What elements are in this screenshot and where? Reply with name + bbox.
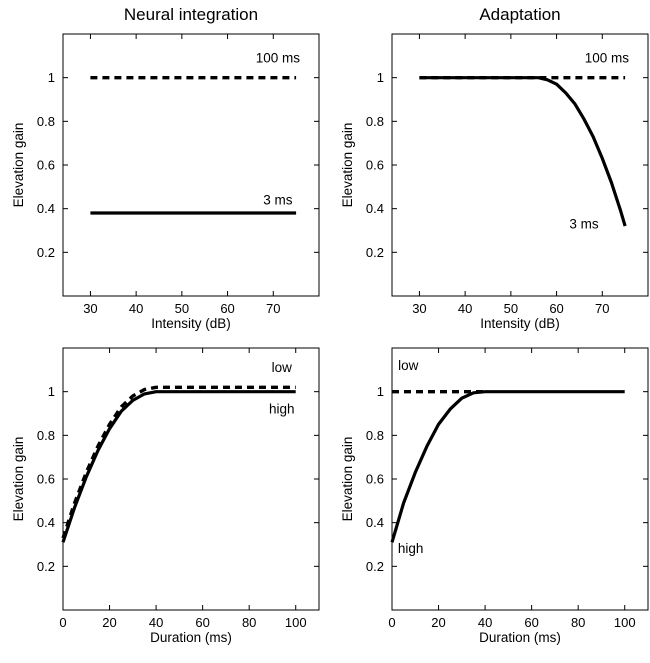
- y-tick-label: 0.4: [37, 515, 55, 530]
- y-tick-label: 0.6: [366, 158, 384, 173]
- x-tick-label: 60: [220, 301, 234, 316]
- y-tick-label: 0.8: [366, 114, 384, 129]
- series-annotation: low: [398, 358, 419, 373]
- series-annotation: 100 ms: [256, 50, 301, 65]
- series-annotation: 3 ms: [569, 216, 599, 231]
- chart-panel-1: Neural integration 30 40 50 60 70 0.2 0.4 0.6 0.8…: [11, 5, 320, 331]
- y-tick-label: 0.8: [366, 428, 384, 443]
- x-tick-label: 40: [129, 301, 143, 316]
- x-tick-label: 80: [571, 615, 585, 630]
- plot-frame: [62, 33, 320, 297]
- x-tick-label: 40: [458, 301, 472, 316]
- y-tick-label: 1: [48, 384, 55, 399]
- x-tick-label: 50: [504, 301, 518, 316]
- x-tick-label: 50: [175, 301, 189, 316]
- plot-frame: [391, 33, 649, 297]
- plot-frame: [391, 347, 649, 611]
- chart-panel-2: Adaptation 30 40 50 60 70 0.2 0.4 0.6 0.8 1 Intensi…: [340, 5, 649, 331]
- x-tick-label: 80: [242, 615, 256, 630]
- x-tick-label: 60: [549, 301, 563, 316]
- x-tick-label: 40: [149, 615, 163, 630]
- x-tick-label: 30: [412, 301, 426, 316]
- series-line-high: [390, 390, 625, 543]
- series-line-low: [61, 385, 296, 539]
- y-axis-label: Elevation gain: [340, 123, 355, 208]
- x-axis-label: Duration (ms): [150, 630, 232, 645]
- y-tick-label: 0.8: [37, 114, 55, 129]
- x-tick-label: 40: [478, 615, 492, 630]
- x-axis-label: Intensity (dB): [480, 316, 560, 331]
- y-tick-label: 0.6: [37, 158, 55, 173]
- x-tick-label: 100: [614, 615, 636, 630]
- x-tick-label: 20: [102, 615, 116, 630]
- y-tick-label: 0.2: [366, 245, 384, 260]
- chart-panel-4: 0 20 40 60 80 100 0.2 0.4 0.6 0.8 1 Duration (ms) El…: [340, 347, 649, 645]
- y-tick-label: 0.6: [37, 472, 55, 487]
- y-axis-label: Elevation gain: [11, 437, 26, 522]
- x-tick-label: 60: [195, 615, 209, 630]
- y-tick-label: 0.8: [37, 428, 55, 443]
- x-tick-label: 100: [285, 615, 307, 630]
- x-tick-label: 30: [83, 301, 97, 316]
- chart-title: Adaptation: [479, 5, 560, 24]
- chart-panel-3: 0 20 40 60 80 100 0.2 0.4 0.6 0.8 1 Duration (ms) El…: [11, 347, 320, 645]
- y-tick-label: 1: [377, 384, 384, 399]
- y-tick-label: 0.2: [37, 559, 55, 574]
- series-annotation: low: [272, 360, 293, 375]
- y-tick-label: 0.4: [37, 201, 55, 216]
- y-tick-label: 0.2: [37, 245, 55, 260]
- series-annotation: high: [398, 541, 424, 556]
- y-tick-label: 0.2: [366, 559, 384, 574]
- x-tick-label: 0: [59, 615, 66, 630]
- x-tick-label: 20: [431, 615, 445, 630]
- series-line-3-ms: [419, 76, 627, 227]
- series-annotation: 3 ms: [263, 192, 293, 207]
- x-tick-label: 70: [266, 301, 280, 316]
- x-axis-label: Intensity (dB): [151, 316, 231, 331]
- series-annotation: 100 ms: [585, 50, 630, 65]
- y-tick-label: 0.6: [366, 472, 384, 487]
- x-tick-label: 70: [595, 301, 609, 316]
- y-tick-label: 0.4: [366, 515, 384, 530]
- series-line-high: [61, 390, 296, 543]
- x-tick-label: 60: [524, 615, 538, 630]
- x-tick-label: 0: [388, 615, 395, 630]
- y-axis-label: Elevation gain: [11, 123, 26, 208]
- y-tick-label: 0.4: [366, 201, 384, 216]
- y-axis-label: Elevation gain: [340, 437, 355, 522]
- chart-title: Neural integration: [124, 5, 258, 24]
- series-annotation: high: [269, 402, 295, 417]
- y-tick-label: 1: [377, 70, 384, 85]
- x-axis-label: Duration (ms): [479, 630, 561, 645]
- y-tick-label: 1: [48, 70, 55, 85]
